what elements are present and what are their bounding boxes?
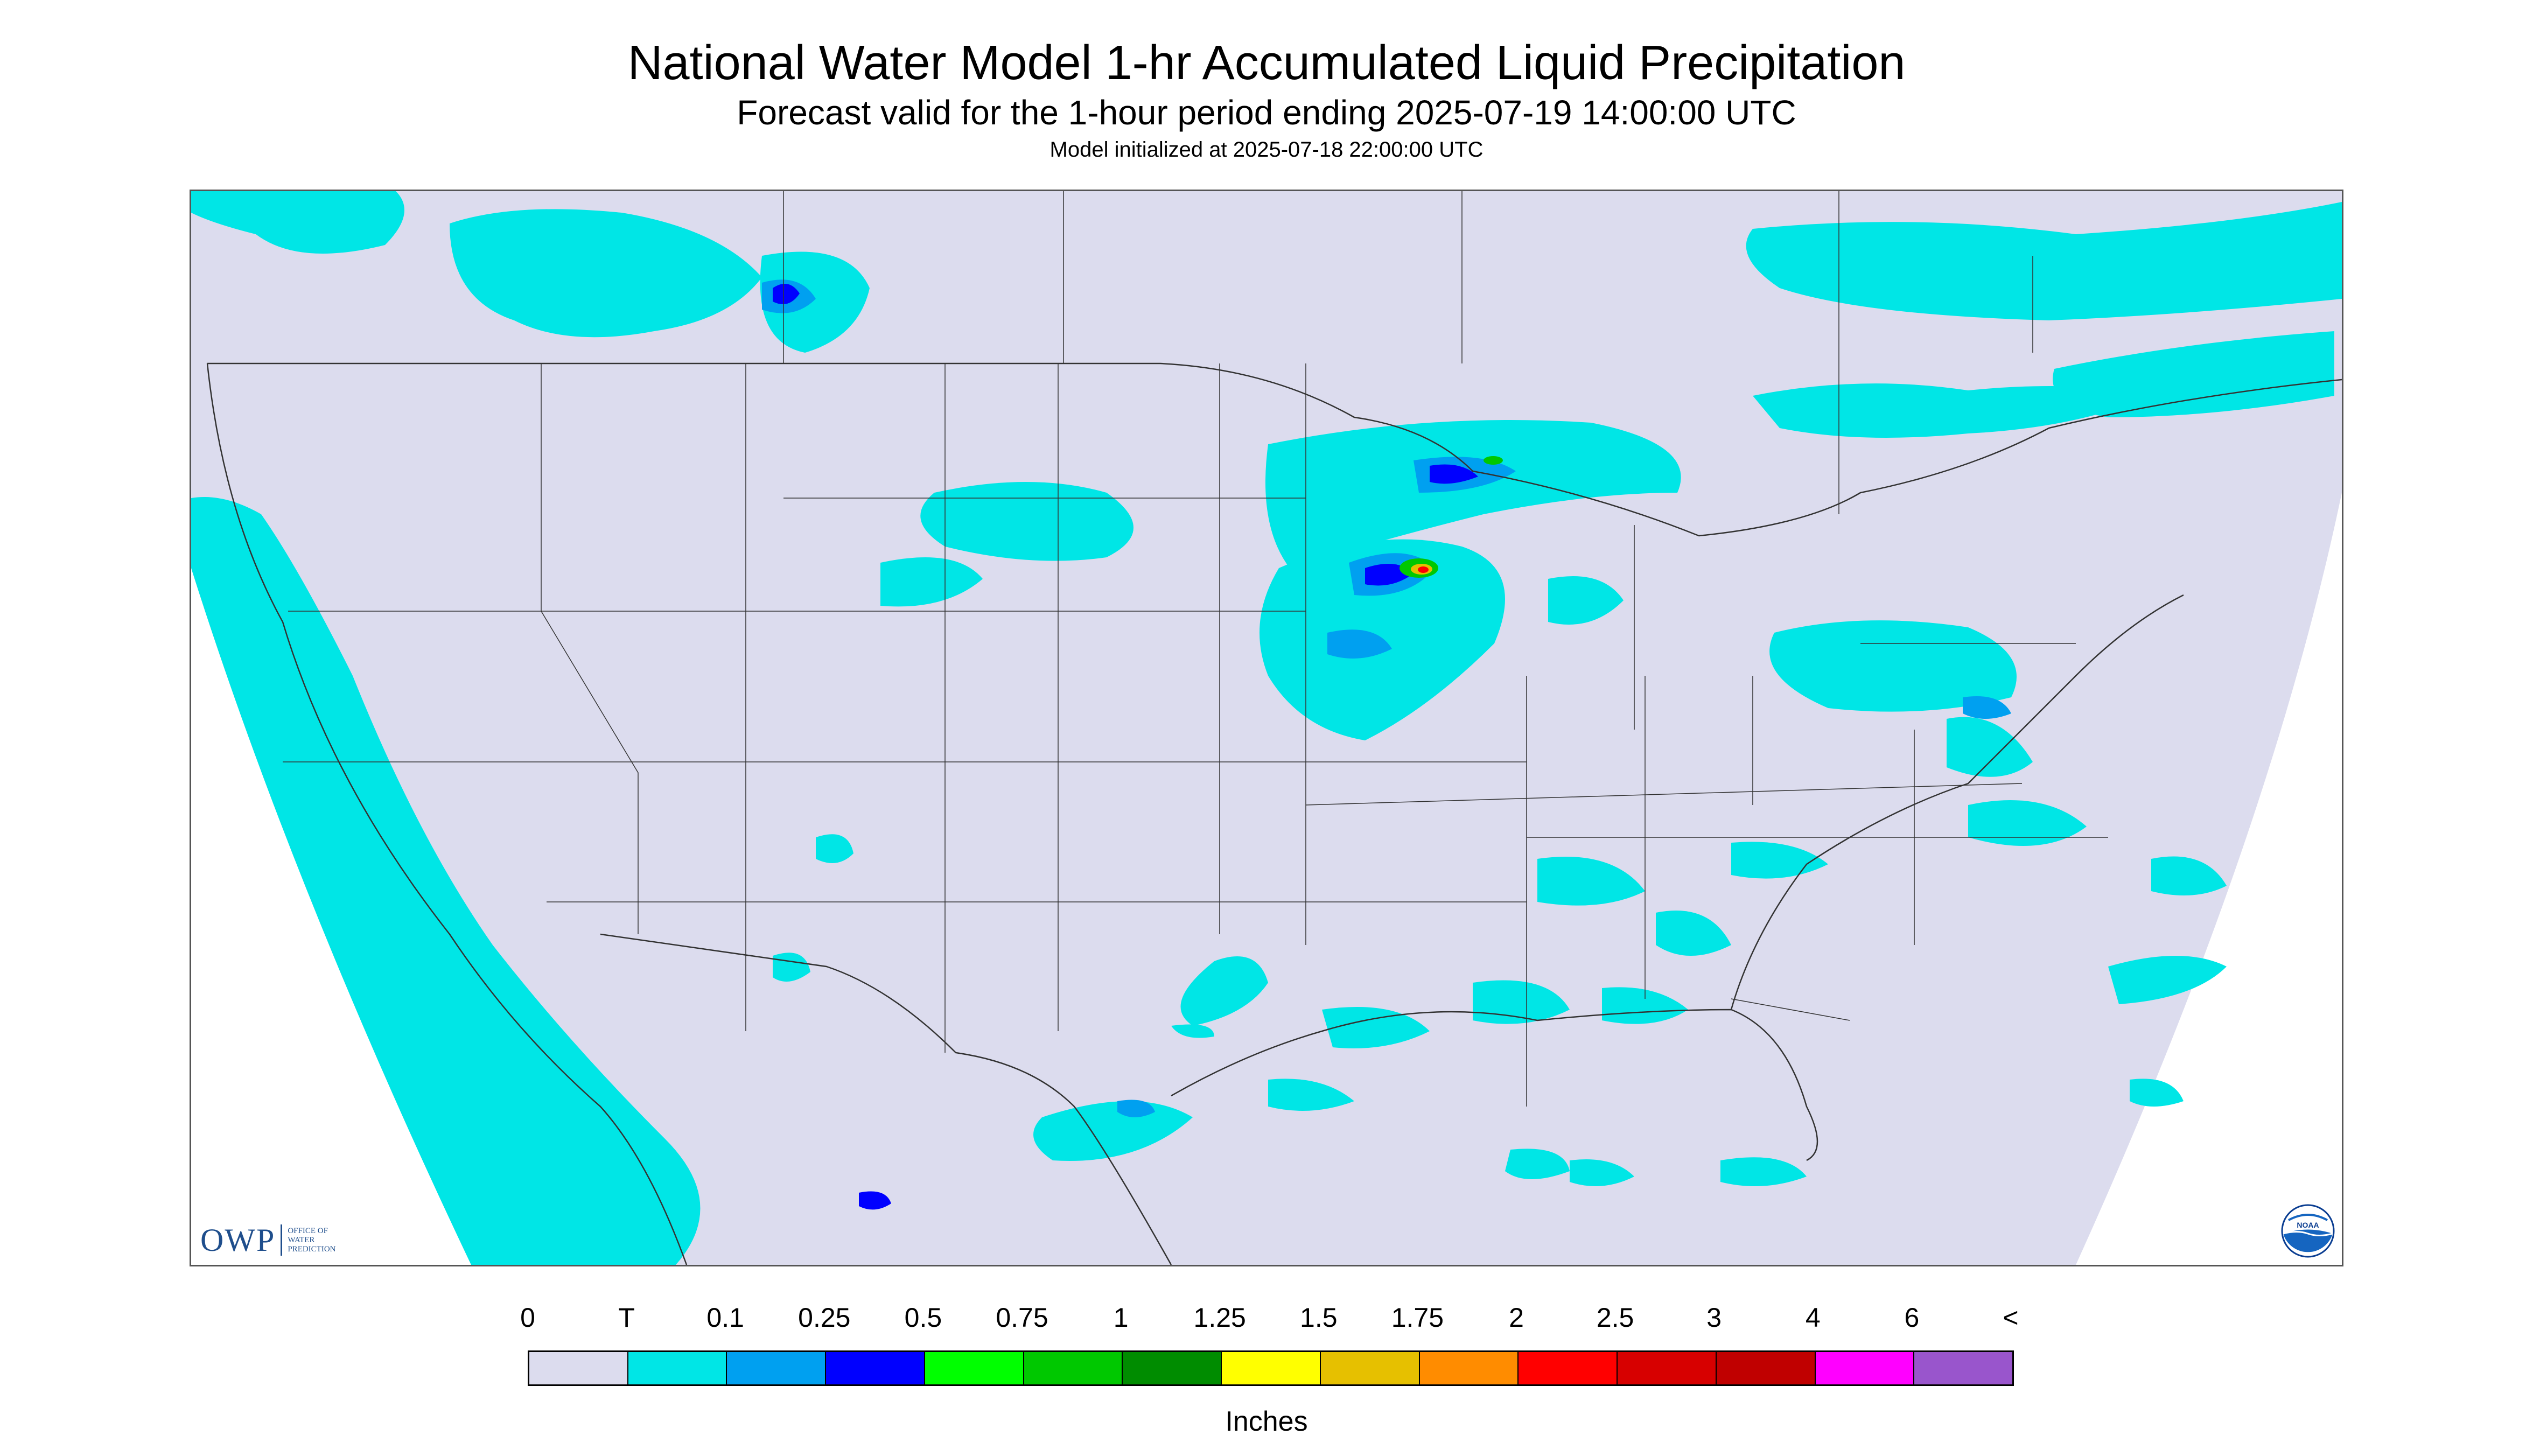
legend-tick-label: 6 (1904, 1303, 1920, 1333)
precip-heavy-core (1400, 456, 1503, 578)
legend-swatch (1320, 1352, 1420, 1384)
precip-trace-areas (191, 191, 2342, 1265)
legend-swatch (1914, 1352, 2013, 1384)
legend-tick-label: 4 (1805, 1303, 1821, 1333)
legend-tick-label: 1.25 (1193, 1303, 1246, 1333)
legend-swatch (529, 1352, 628, 1384)
legend-tick-label: T (618, 1303, 635, 1333)
legend-swatch (925, 1352, 1024, 1384)
precipitation-map (190, 190, 2343, 1266)
legend-swatch (1716, 1352, 1816, 1384)
legend-tick-label: 1.75 (1391, 1303, 1444, 1333)
legend-swatch (1419, 1352, 1519, 1384)
model-init-line: Model initialized at 2025-07-18 22:00:00… (1049, 138, 1484, 162)
owp-logo-line: WATER (288, 1235, 315, 1244)
legend-swatch (1519, 1352, 1618, 1384)
owp-logo-divider (281, 1224, 283, 1256)
legend-tick-label: 2 (1509, 1303, 1524, 1333)
legend-colorbar (528, 1350, 2014, 1386)
owp-logo-mark: OWP (200, 1222, 276, 1258)
map-canvas (191, 191, 2342, 1265)
legend-tick-label: 2.5 (1596, 1303, 1634, 1333)
owp-logo-line: PREDICTION (288, 1244, 336, 1254)
noaa-logo-icon: NOAA (2281, 1204, 2335, 1258)
legend-tick-label: 0 (520, 1303, 535, 1333)
legend-tick-label: 0.25 (798, 1303, 851, 1333)
owp-logo: OWP OFFICE OF WATER PREDICTION (200, 1221, 336, 1259)
legend-tick-label: < (2003, 1303, 2019, 1333)
precip-moderate-areas (773, 284, 1478, 1210)
legend-tick-label: 0.1 (706, 1303, 744, 1333)
legend-swatch (628, 1352, 727, 1384)
legend-swatch (826, 1352, 925, 1384)
legend-swatch (1815, 1352, 1915, 1384)
legend-tick-label: 1 (1113, 1303, 1129, 1333)
legend-tick-label: 3 (1706, 1303, 1722, 1333)
legend-tick-label: 1.5 (1300, 1303, 1338, 1333)
owp-logo-line: OFFICE OF (288, 1226, 328, 1235)
legend-swatch (1024, 1352, 1123, 1384)
legend-units-label: Inches (1225, 1406, 1308, 1437)
legend-swatch (1618, 1352, 1717, 1384)
owp-logo-text: OFFICE OF WATER PREDICTION (288, 1227, 335, 1254)
map-title: National Water Model 1-hr Accumulated Li… (627, 36, 1906, 90)
legend-swatch (727, 1352, 827, 1384)
map-subtitle: Forecast valid for the 1-hour period end… (737, 93, 1796, 132)
noaa-logo-text: NOAA (2297, 1221, 2319, 1229)
model-domain (191, 191, 2342, 1265)
legend-tick-label: 0.5 (904, 1303, 942, 1333)
legend-labels: 0 T 0.1 0.25 0.5 0.75 1 1.25 1.5 1.75 2 2.5 3 4 6 < (520, 1302, 2019, 1334)
legend-tick-label: 0.75 (996, 1303, 1048, 1333)
state-boundaries (283, 191, 2108, 1107)
legend-swatch (1222, 1352, 1321, 1384)
legend-swatch (1123, 1352, 1222, 1384)
geographic-boundaries (206, 362, 2342, 1265)
